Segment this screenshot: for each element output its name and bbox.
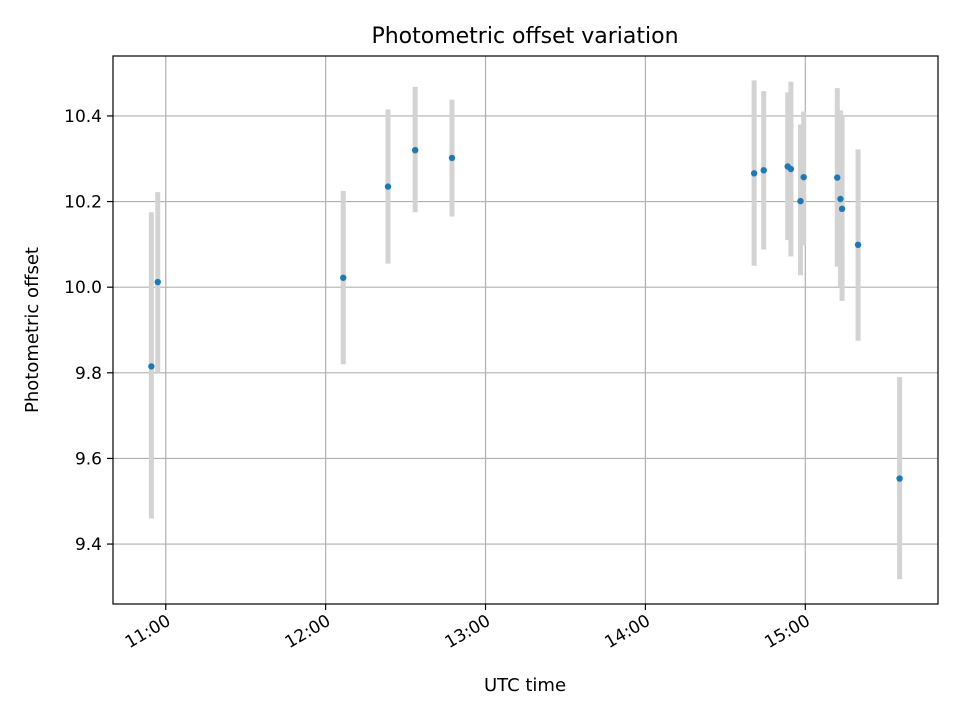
data-point	[896, 475, 903, 482]
data-points	[148, 146, 903, 482]
y-axis-ticks: 9.4 9.6 9.8 10.0 10.2 10.4	[64, 107, 113, 555]
y-tick-label: 10.4	[64, 107, 102, 127]
data-point	[797, 197, 804, 205]
data-point	[837, 195, 844, 203]
y-tick-label: 9.8	[75, 364, 102, 384]
data-point	[411, 146, 419, 154]
y-axis-label: Photometric offset	[22, 247, 43, 413]
data-point	[384, 183, 392, 190]
data-point	[148, 363, 155, 370]
data-point	[838, 205, 846, 213]
data-point	[854, 241, 862, 249]
data-point	[750, 170, 758, 177]
y-tick-label: 10.0	[64, 278, 102, 298]
data-point	[787, 165, 795, 173]
plot-area-frame	[112, 55, 939, 605]
data-point	[834, 174, 841, 181]
data-point	[340, 274, 347, 281]
y-tick-label: 9.4	[75, 535, 102, 555]
data-point	[760, 167, 767, 174]
data-point	[154, 278, 161, 286]
y-tick-label: 9.6	[75, 449, 102, 469]
data-point	[800, 173, 807, 181]
x-axis-label: UTC time	[484, 675, 566, 696]
y-tick-label: 10.2	[64, 193, 102, 213]
chart-title: Photometric offset variation	[371, 24, 678, 49]
data-point	[448, 154, 456, 162]
